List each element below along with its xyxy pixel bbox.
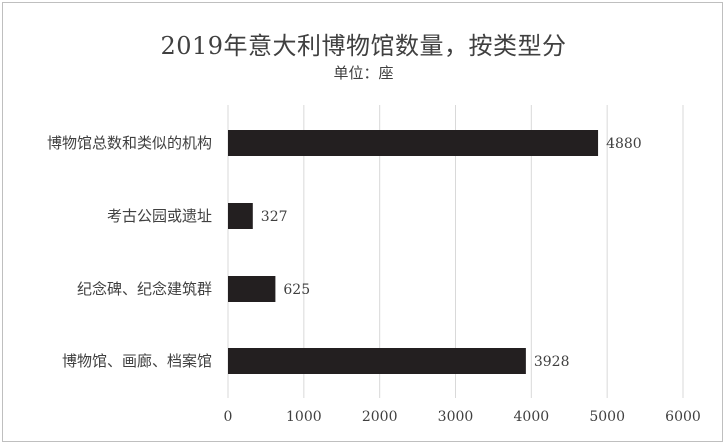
x-tick-label: 3000 [438, 409, 474, 425]
x-tick-labels: 0 1000 2000 3000 4000 5000 6000 [224, 409, 701, 425]
x-tick-label: 0 [224, 409, 233, 425]
category-label: 纪念碑、纪念建筑群 [77, 280, 212, 298]
bar [228, 130, 599, 156]
x-tick-label: 2000 [362, 409, 398, 425]
data-label: 4880 [606, 136, 642, 152]
category-label: 博物馆、画廊、档案馆 [62, 352, 212, 370]
data-labels: 4880 327 625 3928 [261, 136, 642, 370]
chart-subtitle: 单位：座 [333, 64, 394, 82]
bar [228, 276, 276, 302]
data-label: 625 [283, 282, 310, 298]
x-tick-label: 6000 [665, 409, 701, 425]
bars [228, 130, 599, 374]
bar [228, 203, 253, 229]
category-label: 考古公园或遗址 [107, 207, 212, 225]
x-tick-label: 4000 [514, 409, 550, 425]
data-label: 3928 [534, 354, 570, 370]
x-tick-label: 5000 [589, 409, 625, 425]
chart-title: 2019年意大利博物馆数量，按类型分 [160, 32, 567, 60]
bar [228, 348, 526, 374]
x-tick-label: 1000 [286, 409, 322, 425]
category-label: 博物馆总数和类似的机构 [47, 134, 212, 152]
data-label: 327 [261, 209, 288, 225]
